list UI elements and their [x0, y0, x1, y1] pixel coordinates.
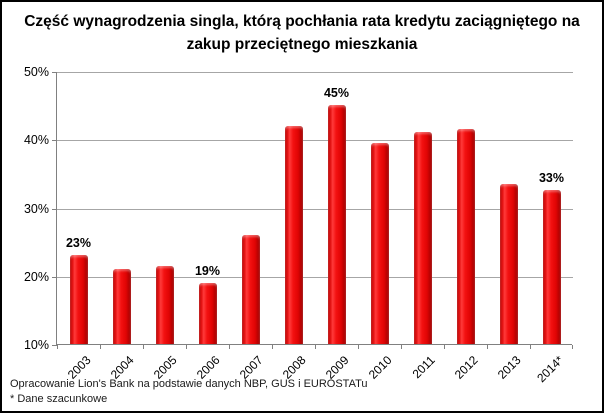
bar-2004 — [112, 268, 131, 344]
x-axis-tick — [229, 345, 230, 349]
y-axis-label: 10% — [23, 338, 49, 352]
chart-footer: Opracowanie Lion's Bank na podstawie dan… — [10, 377, 368, 406]
x-axis-tick — [572, 345, 573, 349]
gridline-20% — [57, 276, 573, 278]
y-axis-tick — [52, 140, 57, 142]
bar-2013 — [499, 183, 518, 344]
y-axis-label: 40% — [23, 133, 49, 148]
y-axis-label: 30% — [23, 201, 49, 216]
bar-value-label-2014*: 33% — [538, 171, 565, 186]
bar-2010 — [370, 142, 389, 344]
estimate-note: * Dane szacunkowe — [10, 392, 108, 405]
y-axis-tick — [52, 72, 57, 73]
bar-value-label-2006: 19% — [194, 263, 221, 278]
gridline-40% — [57, 140, 573, 142]
x-axis-label-2011: 2011 — [409, 353, 438, 382]
bar-2011 — [413, 132, 432, 344]
plot-area: 10% 20% 30% 40% 50% 23% 2003 2004 2005 19% 2006 200… — [24, 65, 573, 385]
chart-title: Część wynagrodzenia singla, którą pochła… — [24, 13, 580, 53]
x-axis-tick — [272, 345, 273, 349]
x-axis-label-2013: 2013 — [494, 353, 524, 382]
x-axis-tick — [358, 345, 359, 349]
y-axis-label: 20% — [23, 269, 49, 284]
bar-2008 — [284, 125, 303, 344]
x-axis-tick — [186, 345, 187, 349]
bar-2014* — [542, 190, 561, 344]
bar-2007 — [241, 234, 260, 344]
x-axis-label-2010: 2010 — [365, 353, 395, 382]
x-axis-tick — [444, 345, 445, 349]
y-axis-tick — [52, 345, 57, 346]
y-axis-tick — [52, 208, 57, 210]
y-axis-label: 50% — [23, 65, 49, 79]
x-axis-tick — [100, 345, 101, 349]
y-axis-tick — [52, 276, 57, 278]
bar-2005 — [155, 265, 174, 344]
x-axis-tick — [143, 345, 144, 349]
x-axis-tick — [401, 345, 402, 349]
x-axis-label-2012: 2012 — [451, 353, 481, 382]
bar-2006 — [198, 282, 217, 344]
x-axis-tick — [57, 345, 58, 349]
gridline-50% — [57, 72, 573, 73]
bar-2009 — [327, 105, 346, 344]
x-axis-tick — [315, 345, 316, 349]
bar-2012 — [456, 129, 475, 344]
x-axis-label-2014*: 2014* — [534, 353, 567, 386]
source-note: Opracowanie Lion's Bank na podstawie dan… — [10, 378, 368, 390]
bar-value-label-2009: 45% — [323, 86, 350, 101]
x-axis-tick — [487, 345, 488, 349]
bar-value-label-2003: 23% — [65, 236, 92, 251]
gridline-30% — [57, 208, 573, 210]
x-axis-tick — [530, 345, 531, 349]
bar-2003 — [69, 255, 88, 344]
